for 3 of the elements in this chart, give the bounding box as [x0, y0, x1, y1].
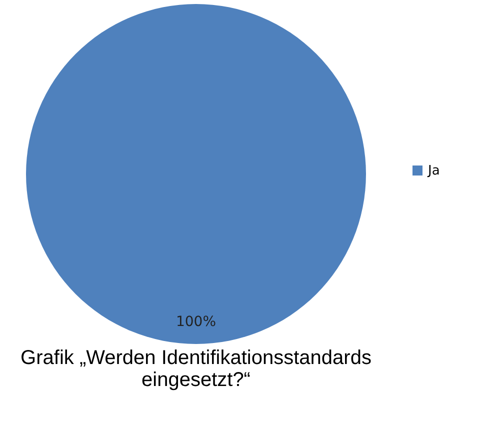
data-label: 100%: [176, 314, 216, 330]
text: Grafik „Werden Identifikationsstandards eingesetzt?“: [20, 347, 372, 391]
legend-label: Ja: [427, 164, 440, 178]
